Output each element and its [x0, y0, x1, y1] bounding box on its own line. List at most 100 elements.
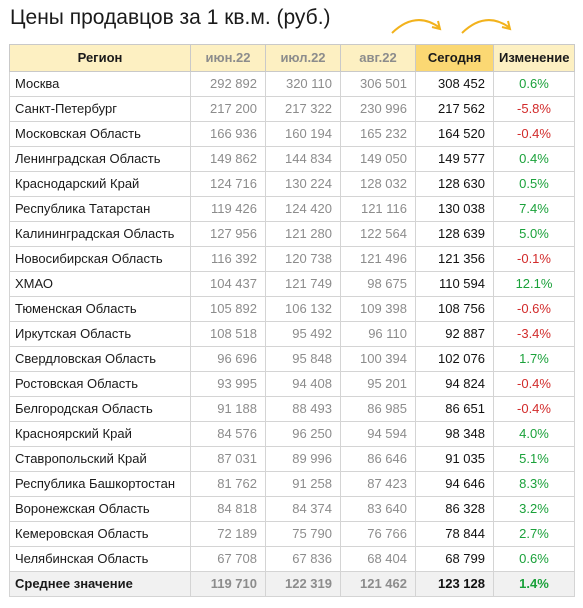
- jul-cell: 122 319: [265, 571, 341, 597]
- jul-cell: 67 836: [265, 546, 341, 572]
- aug-cell: 86 646: [340, 446, 416, 472]
- jun-cell: 108 518: [190, 321, 266, 347]
- jun-cell: 292 892: [190, 71, 266, 97]
- change-cell: 7.4%: [493, 196, 575, 222]
- aug-cell: 83 640: [340, 496, 416, 522]
- aug-cell: 230 996: [340, 96, 416, 122]
- region-cell: Воронежская Область: [9, 496, 191, 522]
- change-cell: -5.8%: [493, 96, 575, 122]
- arrows-decoration: [391, 19, 512, 34]
- table-row: Тюменская Область 105 892 106 132 109 398 10…: [9, 296, 575, 322]
- aug-cell: 122 564: [340, 221, 416, 247]
- jun-cell: 104 437: [190, 271, 266, 297]
- change-cell: -3.4%: [493, 321, 575, 347]
- change-cell: -0.6%: [493, 296, 575, 322]
- change-cell: 0.5%: [493, 171, 575, 197]
- today-cell: 308 452: [415, 71, 494, 97]
- prices-table: Регион июн.22 июл.22 авг.22 Сегодня Изме…: [9, 44, 575, 597]
- jun-cell: 87 031: [190, 446, 266, 472]
- aug-cell: 128 032: [340, 171, 416, 197]
- jul-cell: 160 194: [265, 121, 341, 147]
- jul-cell: 106 132: [265, 296, 341, 322]
- change-cell: -0.4%: [493, 396, 575, 422]
- jul-cell: 217 322: [265, 96, 341, 122]
- aug-cell: 94 594: [340, 421, 416, 447]
- jul-cell: 94 408: [265, 371, 341, 397]
- change-cell: 1.7%: [493, 346, 575, 372]
- aug-cell: 96 110: [340, 321, 416, 347]
- jun-cell: 84 818: [190, 496, 266, 522]
- jul-cell: 95 848: [265, 346, 341, 372]
- table-row: Кемеровская Область 72 189 75 790 76 766 78 …: [9, 521, 575, 547]
- region-cell: Краснодарский Край: [9, 171, 191, 197]
- region-cell: Челябинская Область: [9, 546, 191, 572]
- jun-cell: 217 200: [190, 96, 266, 122]
- change-cell: 5.0%: [493, 221, 575, 247]
- jul-cell: 124 420: [265, 196, 341, 222]
- table-row: Ленинградская Область 149 862 144 834 149 0…: [9, 146, 575, 172]
- region-cell: Белгородская Область: [9, 396, 191, 422]
- average-row: Среднее значение 119 710 122 319 121 462 123…: [9, 571, 575, 597]
- table-row: Москва 292 892 320 110 306 501 308 452 0.6%: [9, 71, 575, 97]
- jul-cell: 320 110: [265, 71, 341, 97]
- today-cell: 110 594: [415, 271, 494, 297]
- region-cell: Тюменская Область: [9, 296, 191, 322]
- jun-cell: 119 710: [190, 571, 266, 597]
- region-cell: Среднее значение: [9, 571, 191, 597]
- jun-cell: 149 862: [190, 146, 266, 172]
- aug-cell: 100 394: [340, 346, 416, 372]
- table-row: Ставропольский Край 87 031 89 996 86 646 91 …: [9, 446, 575, 472]
- change-cell: 1.4%: [493, 571, 575, 597]
- column-header-region: Регион: [9, 44, 191, 72]
- change-cell: 0.6%: [493, 71, 575, 97]
- region-cell: Республика Татарстан: [9, 196, 191, 222]
- jul-cell: 75 790: [265, 521, 341, 547]
- jul-cell: 88 493: [265, 396, 341, 422]
- table-row: Республика Татарстан 119 426 124 420 121 11…: [9, 196, 575, 222]
- today-cell: 78 844: [415, 521, 494, 547]
- today-cell: 86 651: [415, 396, 494, 422]
- jul-cell: 121 749: [265, 271, 341, 297]
- today-cell: 94 646: [415, 471, 494, 497]
- change-cell: 8.3%: [493, 471, 575, 497]
- region-cell: ХМАО: [9, 271, 191, 297]
- region-cell: Красноярский Край: [9, 421, 191, 447]
- today-cell: 123 128: [415, 571, 494, 597]
- today-cell: 128 630: [415, 171, 494, 197]
- today-cell: 217 562: [415, 96, 494, 122]
- jul-cell: 89 996: [265, 446, 341, 472]
- table-row: Иркутская Область 108 518 95 492 96 110 92 8…: [9, 321, 575, 347]
- region-cell: Калининградская Область: [9, 221, 191, 247]
- today-cell: 94 824: [415, 371, 494, 397]
- aug-cell: 86 985: [340, 396, 416, 422]
- table-body: Москва 292 892 320 110 306 501 308 452 0.6% Са…: [9, 71, 575, 597]
- table-row: Республика Башкортостан 81 762 91 258 87 42…: [9, 471, 575, 497]
- column-header-today: Сегодня: [415, 44, 494, 72]
- jul-cell: 84 374: [265, 496, 341, 522]
- region-cell: Республика Башкортостан: [9, 471, 191, 497]
- region-cell: Московская Область: [9, 121, 191, 147]
- today-cell: 102 076: [415, 346, 494, 372]
- change-cell: 3.2%: [493, 496, 575, 522]
- change-cell: 12.1%: [493, 271, 575, 297]
- table-row: Ростовская Область 93 995 94 408 95 201 94 8…: [9, 371, 575, 397]
- column-header-jun: июн.22: [190, 44, 266, 72]
- table-row: Санкт-Петербург 217 200 217 322 230 996 217 …: [9, 96, 575, 122]
- curved-arrow-icon: [391, 19, 442, 34]
- today-cell: 108 756: [415, 296, 494, 322]
- jun-cell: 116 392: [190, 246, 266, 272]
- jul-cell: 95 492: [265, 321, 341, 347]
- aug-cell: 87 423: [340, 471, 416, 497]
- region-cell: Санкт-Петербург: [9, 96, 191, 122]
- change-cell: 2.7%: [493, 521, 575, 547]
- table-row: Красноярский Край 84 576 96 250 94 594 98 34…: [9, 421, 575, 447]
- table-row: Новосибирская Область 116 392 120 738 121 4…: [9, 246, 575, 272]
- region-cell: Кемеровская Область: [9, 521, 191, 547]
- curved-arrow-icon: [461, 19, 512, 34]
- today-cell: 128 639: [415, 221, 494, 247]
- column-header-aug: авг.22: [340, 44, 416, 72]
- jun-cell: 124 716: [190, 171, 266, 197]
- today-cell: 91 035: [415, 446, 494, 472]
- jun-cell: 93 995: [190, 371, 266, 397]
- today-cell: 68 799: [415, 546, 494, 572]
